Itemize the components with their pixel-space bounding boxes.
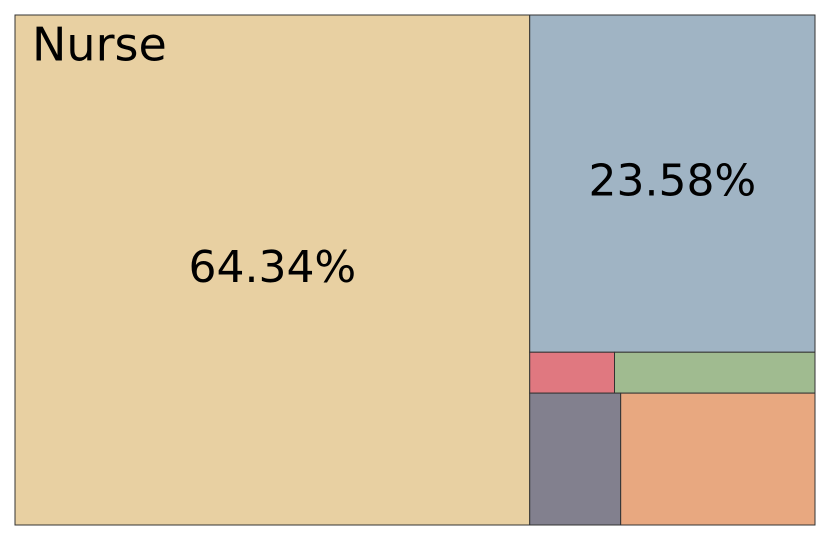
category-label: Nurse <box>32 18 167 72</box>
tile <box>529 392 622 526</box>
tile <box>614 351 816 394</box>
tile <box>14 14 531 526</box>
tile <box>620 392 816 526</box>
value-label: 23.58% <box>588 156 756 207</box>
tile <box>529 351 616 394</box>
tile <box>529 14 816 353</box>
value-label: 64.34% <box>188 242 356 293</box>
